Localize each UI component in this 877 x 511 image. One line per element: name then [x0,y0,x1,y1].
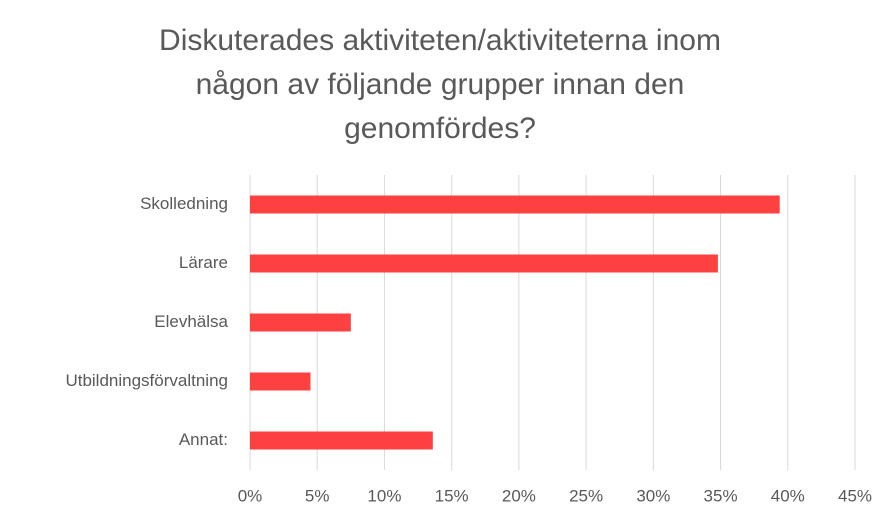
x-tick-label: 35% [704,486,738,505]
chart-title: Diskuterades aktiviteten/aktiviteterna i… [159,24,721,57]
x-tick-label: 25% [569,486,603,505]
bar [250,254,718,273]
x-tick-label: 30% [636,486,670,505]
x-tick-label: 0% [238,486,263,505]
x-tick-label: 5% [305,486,330,505]
y-tick-label: Utbildningsförvaltning [65,371,228,390]
x-tick-label: 10% [367,486,401,505]
y-tick-label: Elevhälsa [154,312,228,331]
bar [250,372,311,391]
bar [250,195,780,214]
bar [250,431,433,450]
x-tick-label: 15% [435,486,469,505]
y-tick-label: Skolledning [140,194,228,213]
chart-title: någon av följande grupper innan den [196,68,685,101]
bar [250,313,351,332]
y-tick-label: Lärare [179,253,228,272]
x-tick-label: 45% [838,486,872,505]
y-tick-label: Annat: [179,430,228,449]
x-tick-label: 40% [771,486,805,505]
chart-title: genomfördes? [344,112,536,145]
x-tick-label: 20% [502,486,536,505]
